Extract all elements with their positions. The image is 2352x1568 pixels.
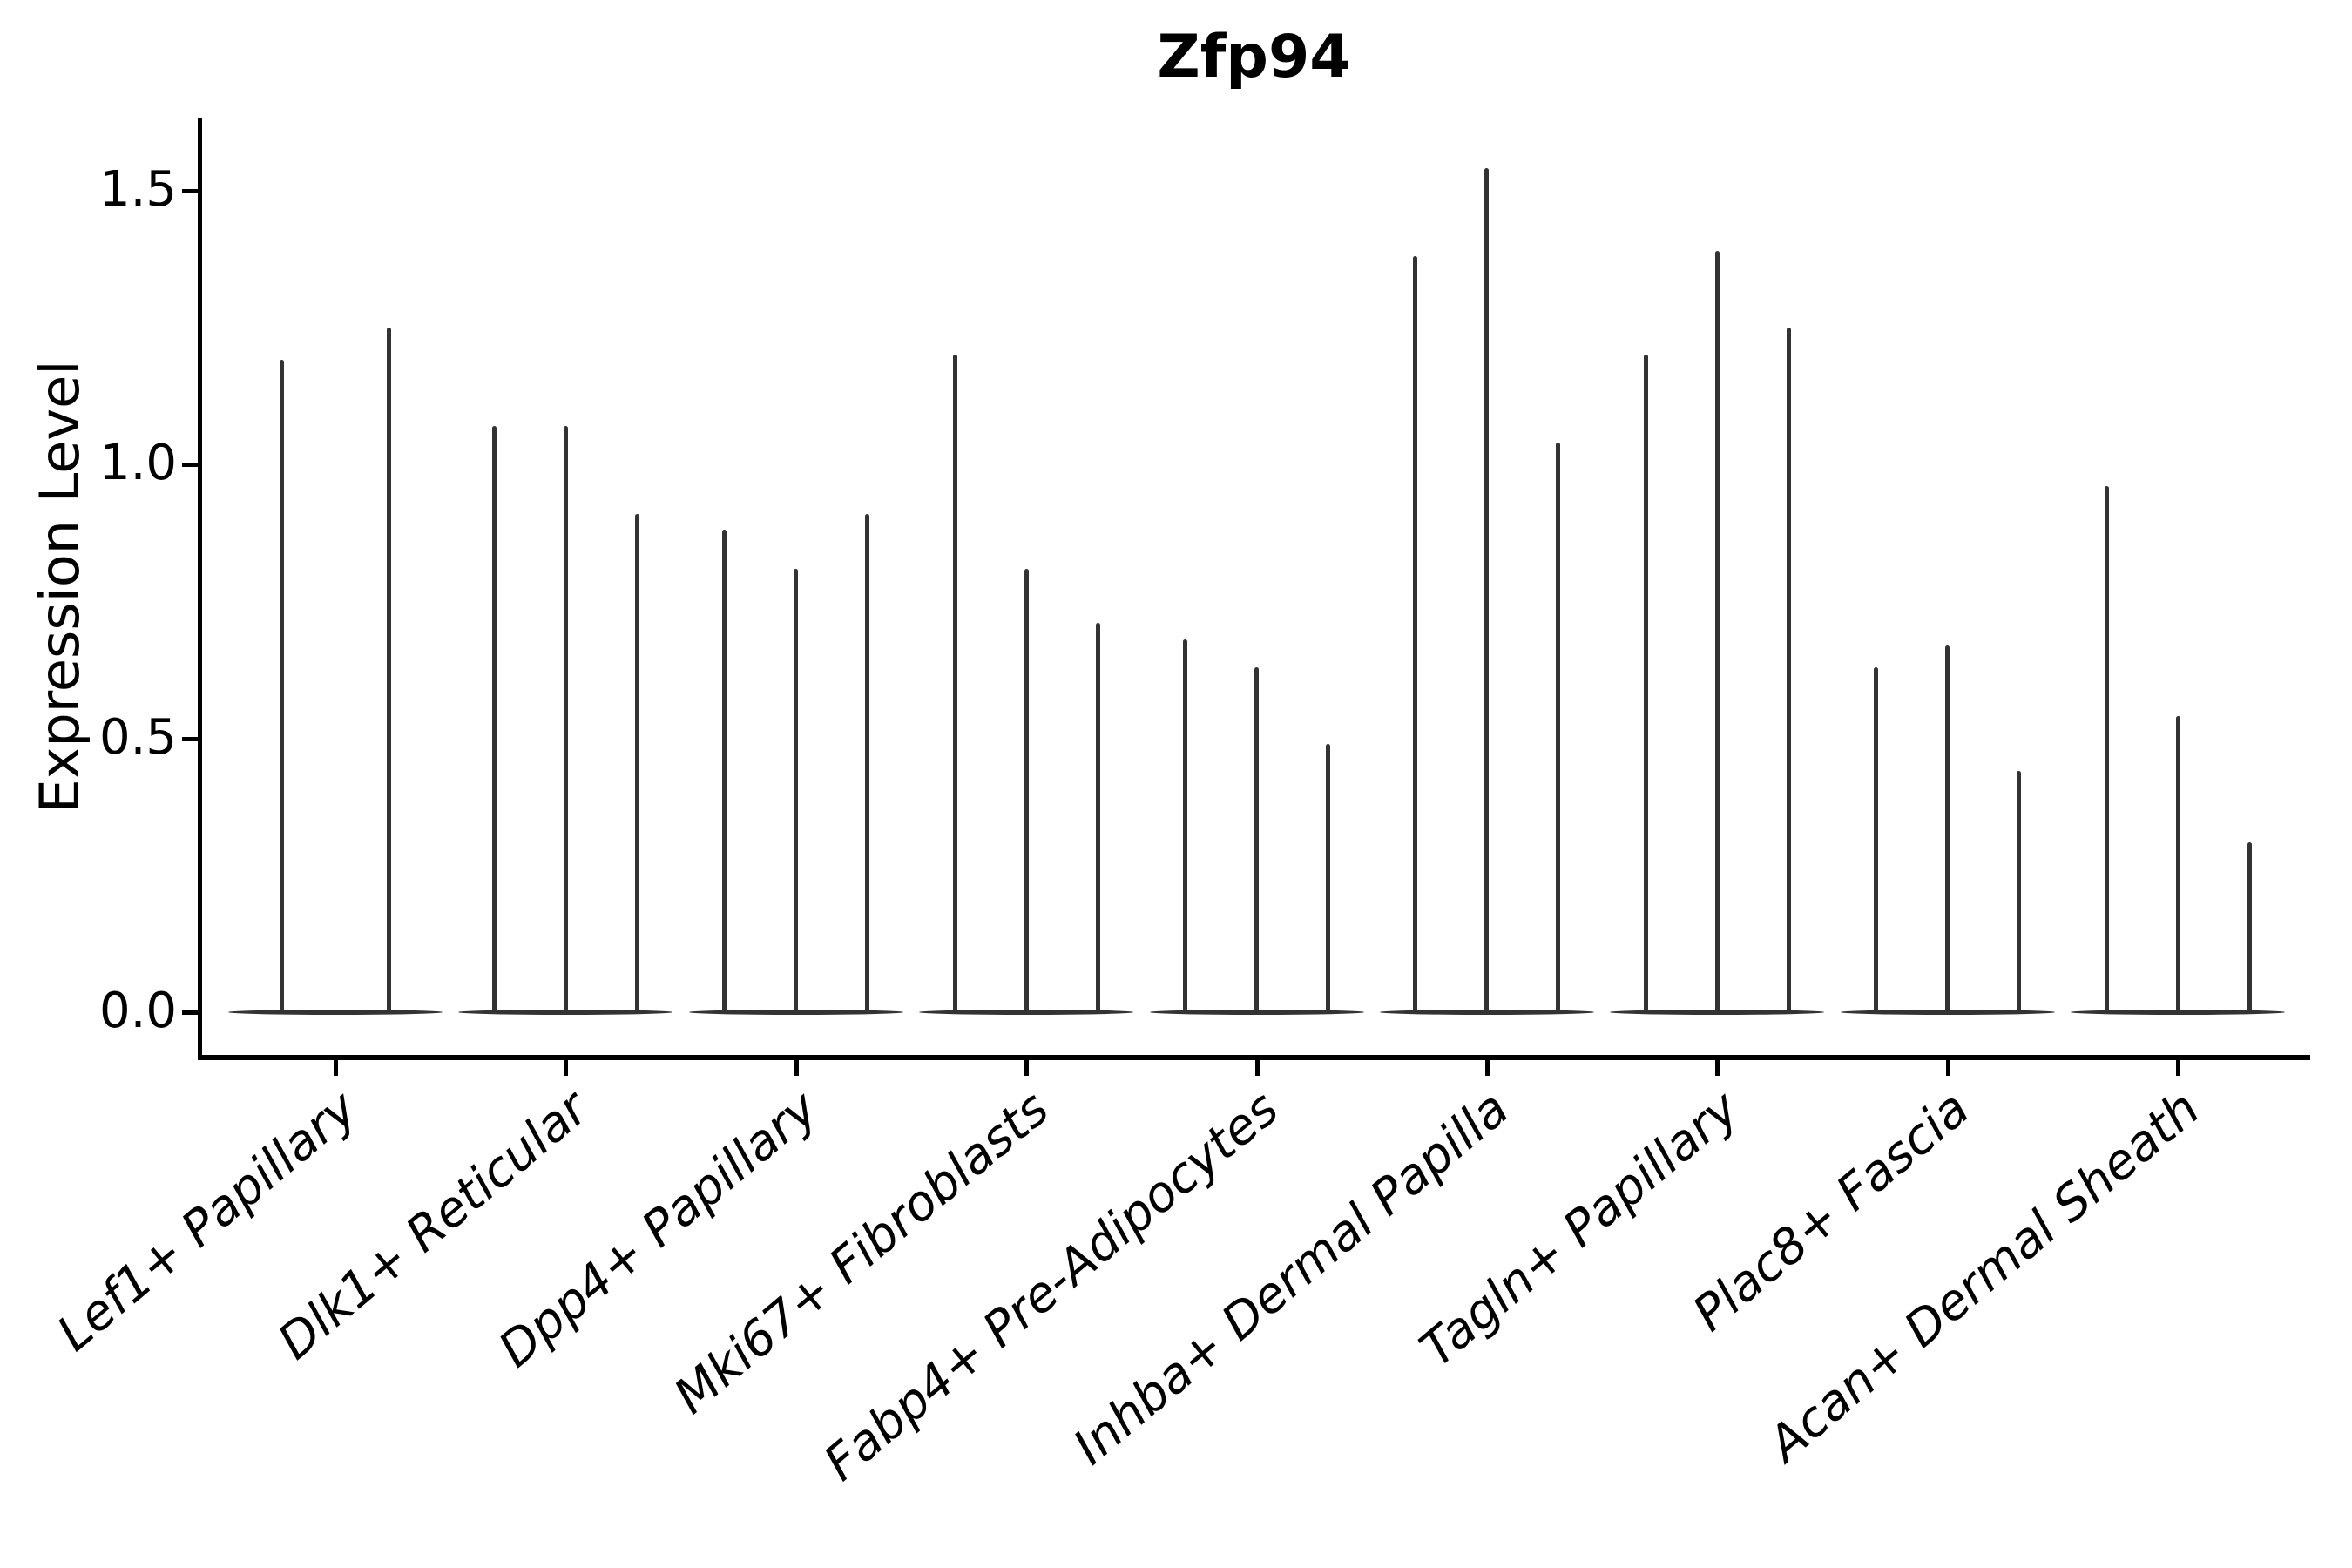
x-tick-mark xyxy=(1024,1060,1030,1076)
violin-needle xyxy=(1024,568,1029,1014)
violin-group xyxy=(1379,0,1594,1055)
violin-needle xyxy=(491,425,497,1014)
violin-needle xyxy=(794,568,799,1014)
y-tick-mark xyxy=(182,1010,198,1015)
y-axis-label: Expression Level xyxy=(28,360,91,814)
violin-needle xyxy=(1413,255,1418,1014)
violin-needle xyxy=(634,513,639,1014)
x-tick-label: Mki67+ Fibroblasts xyxy=(663,1080,1059,1426)
y-tick-label: 1.0 xyxy=(98,435,177,492)
x-tick-mark xyxy=(1484,1060,1490,1076)
violin-group xyxy=(919,0,1134,1055)
x-tick-label: Acan+ Dermal Sheath xyxy=(1758,1080,2211,1473)
violin-needle xyxy=(2175,716,2180,1014)
y-tick-label: 0.5 xyxy=(98,708,177,766)
violin-needle xyxy=(2247,842,2252,1014)
violin-needle xyxy=(1183,639,1187,1014)
violin-group xyxy=(458,0,673,1055)
x-tick-mark xyxy=(1945,1060,1950,1076)
violin-needle xyxy=(1874,666,1879,1014)
y-tick-mark xyxy=(182,188,198,193)
violin-needle xyxy=(1556,442,1561,1014)
y-tick-mark xyxy=(182,463,198,467)
x-axis-spine xyxy=(198,1055,2310,1060)
violin-needle xyxy=(280,360,284,1014)
x-tick-mark xyxy=(564,1060,569,1076)
violin-needle xyxy=(1254,666,1259,1014)
y-tick-label: 0.0 xyxy=(98,983,177,1040)
x-tick-mark xyxy=(2176,1060,2180,1076)
x-tick-mark xyxy=(1254,1060,1260,1076)
violin-needle xyxy=(952,355,957,1014)
violin-needle xyxy=(1786,327,1791,1014)
x-tick-mark xyxy=(1715,1060,1720,1076)
chart-title: Zfp94 xyxy=(1157,23,1351,91)
violin-group xyxy=(228,0,443,1055)
violin-needle xyxy=(865,513,870,1014)
x-tick-label: Inhba+ Dermal Papilla xyxy=(1063,1080,1520,1477)
violin-needle xyxy=(1095,623,1100,1014)
violin-needle xyxy=(722,530,727,1014)
violin-needle xyxy=(387,327,391,1014)
violin-group xyxy=(688,0,903,1055)
violin-group xyxy=(1840,0,2055,1055)
violin-needle xyxy=(563,425,568,1014)
y-tick-label: 1.5 xyxy=(98,160,177,218)
x-tick-mark xyxy=(794,1060,799,1076)
violin-needle xyxy=(1714,250,1720,1014)
y-axis-spine xyxy=(198,118,202,1059)
violin-group xyxy=(1610,0,1825,1055)
x-tick-mark xyxy=(334,1060,338,1076)
violin-group xyxy=(2071,0,2285,1055)
y-tick-mark xyxy=(182,736,198,741)
violin-baseline xyxy=(228,1010,443,1015)
violin-needle xyxy=(2017,771,2022,1014)
violin-group xyxy=(1149,0,1364,1055)
violin-needle xyxy=(1945,645,1950,1014)
violin-needle xyxy=(1326,743,1330,1014)
violin-needle xyxy=(2104,486,2109,1014)
x-tick-label: Fabp4+ Pre-Adipocytes xyxy=(814,1080,1290,1492)
violin-needle xyxy=(1484,168,1490,1014)
violin-needle xyxy=(1643,355,1648,1014)
